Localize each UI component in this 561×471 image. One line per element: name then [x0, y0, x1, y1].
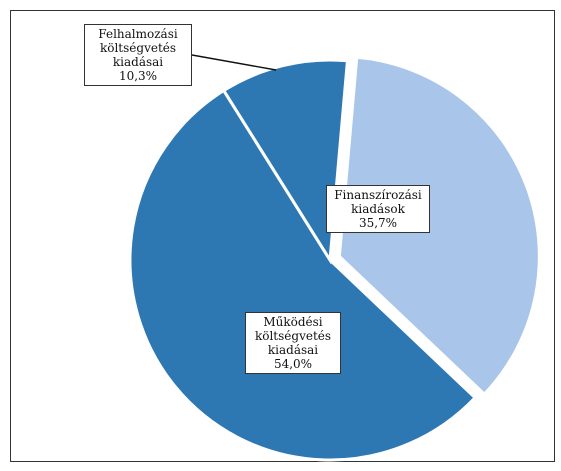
label-value: 35,7% [358, 216, 398, 230]
label-line: kiadások [351, 202, 405, 216]
label-line: Felhalmozási [98, 27, 178, 41]
pie-slice-mukodesi [128, 88, 478, 462]
label-line: kiadásai [267, 343, 319, 357]
leader-line-felhalmozasi [191, 54, 277, 71]
slice-label-felhalmozasi: Felhalmozási költségvetés kiadásai 10,3% [84, 24, 192, 86]
slice-label-finanszirozasi: Finanszírozási kiadások 35,7% [326, 185, 430, 233]
label-value: 54,0% [273, 357, 313, 371]
label-line: költségvetés [99, 41, 177, 55]
label-value: 10,3% [118, 69, 158, 83]
label-line: Működési [263, 315, 323, 329]
label-line: költségvetés [254, 329, 332, 343]
label-line: kiadásai [112, 55, 164, 69]
pie-slice-felhalmozasi [221, 58, 350, 265]
label-line: Finanszírozási [334, 188, 422, 202]
pie-slice-finanszirozasi [337, 55, 541, 397]
slice-label-mukodesi: Működési költségvetés kiadásai 54,0% [245, 312, 341, 374]
